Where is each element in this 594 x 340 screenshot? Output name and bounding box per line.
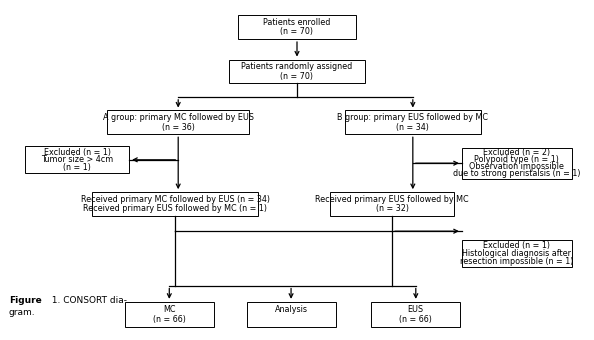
Text: (n = 70): (n = 70) xyxy=(280,72,314,81)
Text: EUS: EUS xyxy=(407,305,424,314)
FancyBboxPatch shape xyxy=(92,192,258,216)
Text: Received primary MC followed by EUS (n = 34): Received primary MC followed by EUS (n =… xyxy=(81,195,270,204)
Text: (n = 36): (n = 36) xyxy=(162,123,195,132)
Text: Observation impossible: Observation impossible xyxy=(469,162,564,171)
FancyBboxPatch shape xyxy=(25,146,129,173)
FancyBboxPatch shape xyxy=(462,148,571,178)
FancyBboxPatch shape xyxy=(238,15,356,39)
FancyBboxPatch shape xyxy=(107,110,249,134)
FancyBboxPatch shape xyxy=(345,110,481,134)
FancyBboxPatch shape xyxy=(229,59,365,83)
Text: Histological diagnosis after: Histological diagnosis after xyxy=(462,249,571,258)
Text: (n = 32): (n = 32) xyxy=(375,204,409,213)
Text: A group: primary MC followed by EUS: A group: primary MC followed by EUS xyxy=(103,113,254,122)
FancyBboxPatch shape xyxy=(330,192,454,216)
Text: 1. CONSORT dia-: 1. CONSORT dia- xyxy=(46,296,127,305)
Text: due to strong peristalsis (n = 1): due to strong peristalsis (n = 1) xyxy=(453,169,580,178)
Text: Excluded (n = 1): Excluded (n = 1) xyxy=(44,148,110,156)
Text: Patients enrolled: Patients enrolled xyxy=(263,18,331,27)
Text: (n = 66): (n = 66) xyxy=(153,315,186,324)
Text: Received primary EUS followed by MC: Received primary EUS followed by MC xyxy=(315,195,469,204)
Text: Tumor size > 4cm: Tumor size > 4cm xyxy=(41,155,113,164)
Text: Figure: Figure xyxy=(9,296,42,305)
Text: Excluded (n = 1): Excluded (n = 1) xyxy=(484,241,550,250)
Text: Polypoid type (n = 1): Polypoid type (n = 1) xyxy=(475,155,559,164)
FancyBboxPatch shape xyxy=(247,302,336,327)
Text: Excluded (n = 2): Excluded (n = 2) xyxy=(483,149,551,157)
Text: resection impossible (n = 1): resection impossible (n = 1) xyxy=(460,257,573,266)
Text: MC: MC xyxy=(163,305,176,314)
FancyBboxPatch shape xyxy=(371,302,460,327)
Text: Analysis: Analysis xyxy=(274,305,308,314)
Text: Patients randomly assigned: Patients randomly assigned xyxy=(241,62,353,71)
Text: (n = 70): (n = 70) xyxy=(280,28,314,36)
Text: B group: primary EUS followed by MC: B group: primary EUS followed by MC xyxy=(337,113,488,122)
Text: gram.: gram. xyxy=(9,308,36,317)
Text: (n = 34): (n = 34) xyxy=(396,123,429,132)
Text: (n = 1): (n = 1) xyxy=(64,163,91,172)
Text: Received primary EUS followed by MC (n = 1): Received primary EUS followed by MC (n =… xyxy=(83,204,267,213)
Text: (n = 66): (n = 66) xyxy=(399,315,432,324)
FancyBboxPatch shape xyxy=(125,302,214,327)
FancyBboxPatch shape xyxy=(462,240,571,267)
